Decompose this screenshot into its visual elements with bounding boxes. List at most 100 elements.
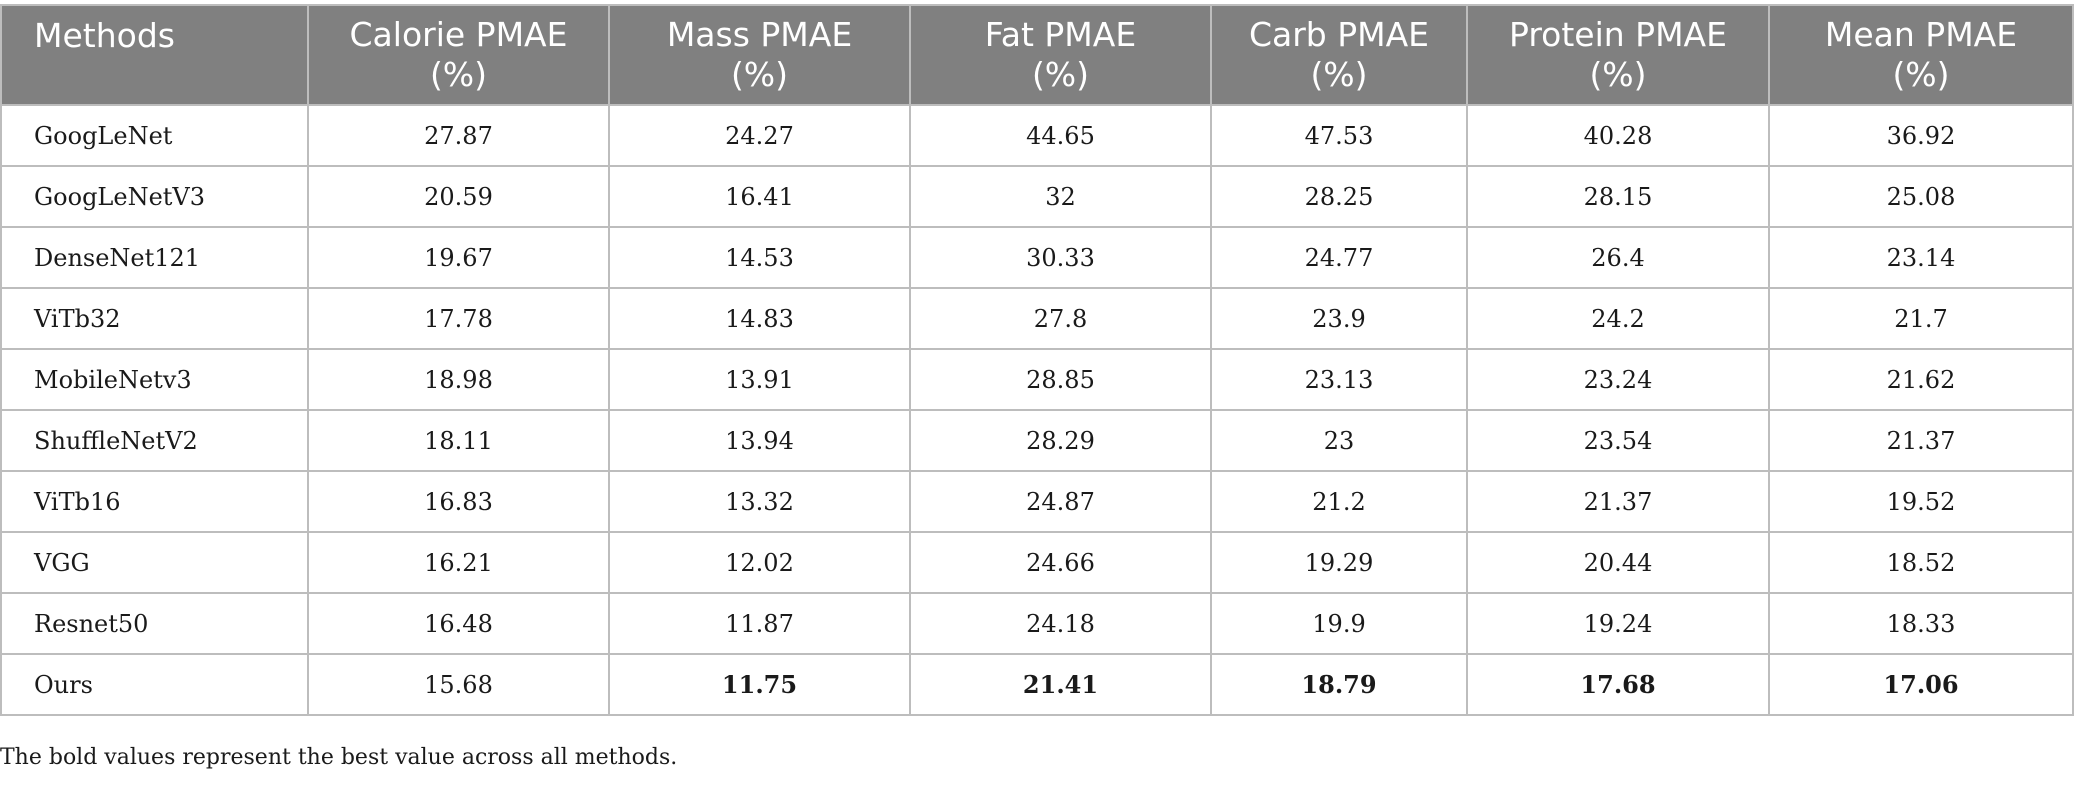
value-cell: 14.83 [608, 287, 911, 350]
header-cell-mass-pmae: Mass PMAE (%) [608, 4, 911, 106]
method-cell: VGG [0, 531, 309, 594]
value-cell: 16.83 [307, 470, 610, 533]
value-cell: 24.27 [608, 104, 911, 167]
header-cell-calorie-pmae: Calorie PMAE (%) [307, 4, 610, 106]
value-cell: 28.25 [1210, 165, 1468, 228]
header-cell-mean-pmae: Mean PMAE (%) [1768, 4, 2074, 106]
value-cell: 30.33 [909, 226, 1212, 289]
value-cell: 40.28 [1466, 104, 1770, 167]
value-cell: 18.98 [307, 348, 610, 411]
value-cell: 24.66 [909, 531, 1212, 594]
header-label: Methods [34, 16, 175, 55]
header-unit: (%) [429, 55, 488, 94]
value-cell: 21.62 [1768, 348, 2074, 411]
header-label: Carb PMAE [1248, 15, 1430, 54]
value-cell: 28.15 [1466, 165, 1770, 228]
value-cell: 20.44 [1466, 531, 1770, 594]
value-cell: 13.32 [608, 470, 911, 533]
value-cell: 21.37 [1768, 409, 2074, 472]
value-cell: 19.29 [1210, 531, 1468, 594]
value-cell: 16.21 [307, 531, 610, 594]
table-row: VGG 16.21 12.02 24.66 19.29 20.44 18.52 [0, 531, 2074, 594]
value-cell: 17.06 [1768, 653, 2074, 716]
method-cell: ShuffleNetV2 [0, 409, 309, 472]
value-cell: 23.14 [1768, 226, 2074, 289]
value-cell: 21.2 [1210, 470, 1468, 533]
value-cell: 47.53 [1210, 104, 1468, 167]
header-label: Mass PMAE [666, 15, 853, 54]
value-cell: 26.4 [1466, 226, 1770, 289]
value-cell: 21.41 [909, 653, 1212, 716]
value-cell: 11.87 [608, 592, 911, 655]
method-cell: DenseNet121 [0, 226, 309, 289]
value-cell: 32 [909, 165, 1212, 228]
value-cell: 13.94 [608, 409, 911, 472]
value-cell: 19.9 [1210, 592, 1468, 655]
results-table: Methods Calorie PMAE (%) Mass PMAE (%) F… [0, 4, 2074, 716]
value-cell: 12.02 [608, 531, 911, 594]
header-label: Protein PMAE [1509, 15, 1727, 54]
header-cell-fat-pmae: Fat PMAE (%) [909, 4, 1212, 106]
method-cell: ViTb16 [0, 470, 309, 533]
value-cell: 24.18 [909, 592, 1212, 655]
value-cell: 23.54 [1466, 409, 1770, 472]
value-cell: 28.85 [909, 348, 1212, 411]
header-unit: (%) [1310, 55, 1368, 94]
value-cell: 17.78 [307, 287, 610, 350]
table-body: GoogLeNet 27.87 24.27 44.65 47.53 40.28 36.92 G… [0, 104, 2074, 716]
value-cell: 18.11 [307, 409, 610, 472]
value-cell: 14.53 [608, 226, 911, 289]
table-row: Resnet50 16.48 11.87 24.18 19.9 19.24 18.33 [0, 592, 2074, 655]
table-row: DenseNet121 19.67 14.53 30.33 24.77 26.4 23.14 [0, 226, 2074, 289]
value-cell: 11.75 [608, 653, 911, 716]
method-cell: MobileNetv3 [0, 348, 309, 411]
header-unit: (%) [1031, 55, 1090, 94]
value-cell: 20.59 [307, 165, 610, 228]
table-row: ViTb16 16.83 13.32 24.87 21.2 21.37 19.52 [0, 470, 2074, 533]
value-cell: 23 [1210, 409, 1468, 472]
value-cell: 24.77 [1210, 226, 1468, 289]
header-label: Mean PMAE [1824, 15, 2018, 54]
header-row: Methods Calorie PMAE (%) Mass PMAE (%) F… [0, 4, 2074, 106]
header-label: Calorie PMAE [349, 15, 568, 54]
value-cell: 19.24 [1466, 592, 1770, 655]
header-cell-methods: Methods [0, 4, 309, 106]
table-row: MobileNetv3 18.98 13.91 28.85 23.13 23.24 21.6… [0, 348, 2074, 411]
value-cell: 18.52 [1768, 531, 2074, 594]
method-cell: GoogLeNet [0, 104, 309, 167]
method-cell: Ours [0, 653, 309, 716]
value-cell: 24.87 [909, 470, 1212, 533]
table-row: Ours 15.68 11.75 21.41 18.79 17.68 17.06 [0, 653, 2074, 716]
value-cell: 18.79 [1210, 653, 1468, 716]
value-cell: 24.2 [1466, 287, 1770, 350]
value-cell: 27.87 [307, 104, 610, 167]
value-cell: 16.41 [608, 165, 911, 228]
value-cell: 18.33 [1768, 592, 2074, 655]
results-table-container: Methods Calorie PMAE (%) Mass PMAE (%) F… [0, 4, 2074, 716]
header-label: Fat PMAE [984, 15, 1137, 54]
value-cell: 19.67 [307, 226, 610, 289]
value-cell: 27.8 [909, 287, 1212, 350]
table-footnote: The bold values represent the best value… [0, 745, 678, 770]
value-cell: 16.48 [307, 592, 610, 655]
value-cell: 17.68 [1466, 653, 1770, 716]
header-cell-protein-pmae: Protein PMAE (%) [1466, 4, 1770, 106]
value-cell: 23.13 [1210, 348, 1468, 411]
method-cell: Resnet50 [0, 592, 309, 655]
value-cell: 23.24 [1466, 348, 1770, 411]
header-cell-carb-pmae: Carb PMAE (%) [1210, 4, 1468, 106]
value-cell: 15.68 [307, 653, 610, 716]
value-cell: 28.29 [909, 409, 1212, 472]
table-row: ShuffleNetV2 18.11 13.94 28.29 23 23.54 21.37 [0, 409, 2074, 472]
value-cell: 44.65 [909, 104, 1212, 167]
value-cell: 13.91 [608, 348, 911, 411]
value-cell: 25.08 [1768, 165, 2074, 228]
method-cell: ViTb32 [0, 287, 309, 350]
value-cell: 21.7 [1768, 287, 2074, 350]
table-row: ViTb32 17.78 14.83 27.8 23.9 24.2 21.7 [0, 287, 2074, 350]
value-cell: 19.52 [1768, 470, 2074, 533]
header-unit: (%) [1589, 55, 1647, 94]
value-cell: 21.37 [1466, 470, 1770, 533]
header-unit: (%) [730, 55, 789, 94]
header-unit: (%) [1892, 55, 1950, 94]
